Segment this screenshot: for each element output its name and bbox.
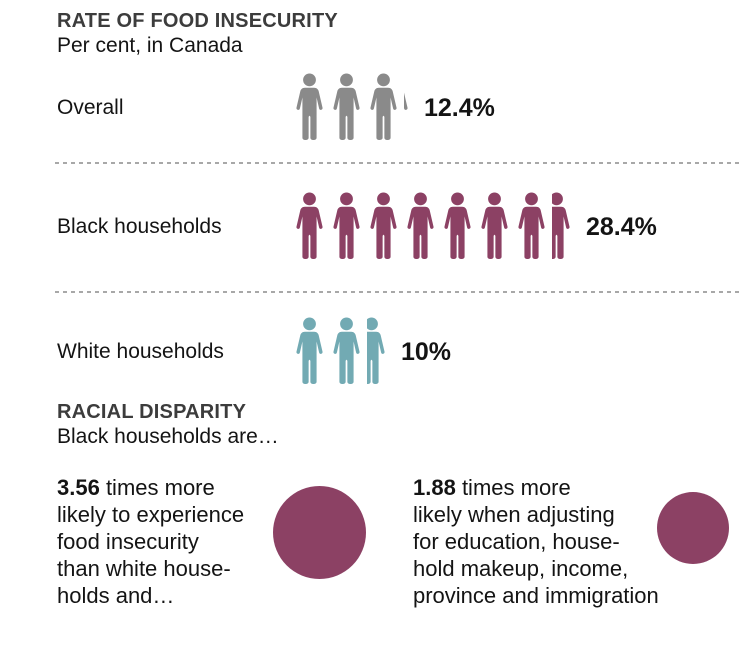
chart-title: RATE OF FOOD INSECURITY: [57, 10, 338, 32]
disparity-line: food insecurity: [57, 529, 199, 554]
dashed-separator: [55, 291, 742, 293]
person-icon: [367, 192, 400, 262]
person-icon: [330, 192, 363, 262]
person-icon: [293, 73, 326, 143]
disparity-line: province and immigration: [413, 583, 659, 608]
chart-subtitle: Per cent, in Canada: [57, 34, 243, 57]
person-icon-partial: [552, 192, 573, 262]
disparity-text-unadjusted: 3.56 times more likely to experience food …: [57, 474, 272, 609]
person-icon: [441, 192, 474, 262]
pictograph-row-black-households: Black households 28.4%: [57, 192, 657, 262]
person-icon: [293, 192, 326, 262]
person-icon-group: [293, 73, 411, 143]
pictograph-row-white-households: White households 10%: [57, 317, 451, 387]
disparity-circle-adjusted: [657, 492, 729, 564]
disparity-line: 1.88 times more: [413, 475, 571, 500]
person-icon-group: [293, 192, 573, 262]
chart-header: RATE OF FOOD INSECURITY Per cent, in Can…: [57, 10, 338, 58]
row-label: Overall: [57, 96, 124, 119]
person-icon: [330, 317, 363, 387]
person-icon-group: [293, 317, 388, 387]
disparity-title: RACIAL DISPARITY: [57, 401, 247, 423]
disparity-text-adjusted: 1.88 times more likely when adjusting for …: [413, 474, 723, 609]
person-icon: [367, 73, 400, 143]
person-icon-partial: [367, 317, 388, 387]
row-value: 10%: [401, 337, 452, 366]
person-icon: [293, 317, 326, 387]
disparity-header: RACIAL DISPARITY Black households are…: [57, 401, 279, 449]
dashed-separator: [55, 162, 742, 164]
disparity-line: 3.56 times more: [57, 475, 215, 500]
disparity-line: likely to experience: [57, 502, 245, 527]
disparity-circle-unadjusted: [273, 486, 366, 579]
disparity-line: than white house-: [57, 556, 231, 581]
pictograph-row-overall: Overall 12.4%: [57, 73, 495, 143]
disparity-subtitle: Black households are…: [57, 425, 279, 448]
disparity-line: likely when adjusting: [413, 502, 615, 527]
row-label: Black households: [57, 215, 222, 238]
disparity-figure: 3.56: [57, 475, 100, 500]
person-icon: [330, 73, 363, 143]
person-icon: [515, 192, 548, 262]
row-value: 12.4%: [424, 93, 495, 122]
person-icon: [478, 192, 511, 262]
disparity-figure: 1.88: [413, 475, 456, 500]
disparity-line: for education, house-: [413, 529, 620, 554]
disparity-line: holds and…: [57, 583, 175, 608]
person-icon-partial: [404, 73, 411, 143]
row-value: 28.4%: [586, 212, 657, 241]
disparity-line: hold makeup, income,: [413, 556, 629, 581]
row-label: White households: [57, 340, 224, 363]
person-icon: [404, 192, 437, 262]
